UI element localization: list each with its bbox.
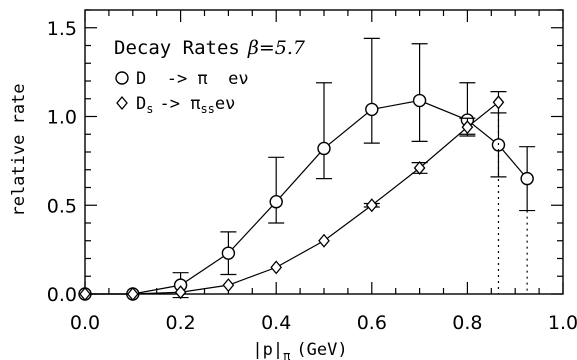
y-tick-label: 0.0: [47, 284, 77, 306]
circle-marker-icon: [115, 71, 129, 85]
x-tick-label: 0.4: [261, 312, 291, 334]
data-point-circle: [365, 102, 379, 117]
y-tick-label: 0.5: [47, 195, 77, 217]
data-point-circle: [269, 194, 283, 209]
x-axis-label: |p|π (GeV): [252, 340, 347, 360]
legend-item-ds-pi: Ds -> πsseν: [116, 94, 235, 116]
data-point-diamond: [492, 95, 505, 110]
y-tick-label: 1.5: [47, 18, 77, 40]
series-line: [85, 99, 528, 295]
legend-title: Decay Rates β=5.7: [114, 37, 306, 59]
legend-item-d-pi: D -> π eν: [115, 69, 249, 89]
data-point-circle: [412, 93, 427, 108]
series-line: [85, 101, 499, 295]
data-point-diamond: [270, 260, 283, 275]
x-tick-label: 0.6: [357, 312, 387, 334]
x-tick-label: 0.0: [70, 312, 100, 334]
data-point-diamond: [413, 160, 426, 175]
data-point-circle: [520, 171, 534, 186]
data-point-diamond: [365, 198, 378, 213]
data-point-diamond: [318, 233, 330, 248]
y-axis-label: relative rate: [9, 83, 29, 216]
data-point-circle: [221, 246, 236, 260]
legend-label-ds-pi: Ds -> πsseν: [136, 94, 235, 116]
data-point-diamond: [461, 120, 474, 135]
y-tick-labels: 0.0 0.5 1.0 1.5: [47, 18, 77, 306]
x-tick-label: 0.8: [452, 312, 482, 334]
series-diamond: [79, 91, 507, 302]
x-tick-label: 0.2: [165, 312, 195, 334]
data-point-diamond: [126, 286, 139, 302]
legend-label-d-pi: D -> π eν: [136, 69, 249, 89]
y-tick-label: 1.0: [47, 107, 77, 129]
x-tick-labels: 0.0 0.2 0.4 0.6 0.8 1.0: [70, 312, 577, 334]
data-point-diamond: [79, 286, 91, 302]
series-layer: [78, 37, 536, 302]
data-point-diamond: [174, 285, 187, 300]
data-point-circle: [317, 141, 331, 156]
diamond-marker-icon: [116, 95, 128, 111]
x-tick-label: 1.0: [548, 312, 577, 334]
data-point-diamond: [222, 278, 235, 293]
legend: Decay Rates β=5.7 D -> π eν Ds -> πsseν: [114, 37, 306, 116]
